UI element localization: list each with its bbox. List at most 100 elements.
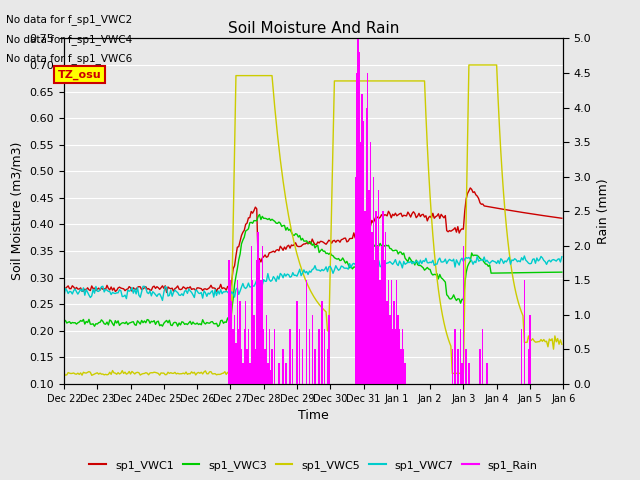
Bar [308,329,310,384]
Bar [374,260,375,384]
Bar [246,349,248,384]
Bar [260,280,262,384]
Bar [285,363,287,384]
Bar [296,301,298,384]
Bar [306,280,307,384]
Bar [271,349,273,384]
Bar [282,349,284,384]
Bar [385,232,387,384]
Bar [375,211,377,384]
Bar [328,315,330,384]
Bar [397,315,399,384]
Bar [372,177,374,384]
Bar [245,301,246,384]
Bar [255,349,256,384]
Bar [468,363,470,384]
Y-axis label: Rain (mm): Rain (mm) [597,179,610,244]
Bar [249,363,250,384]
Bar [324,329,325,384]
Bar [465,349,467,384]
Bar [264,349,266,384]
Bar [312,315,313,384]
Bar [382,211,383,384]
Bar [236,343,237,384]
Bar [521,329,522,384]
Bar [403,349,404,384]
Bar [392,329,394,384]
Bar [256,260,257,384]
Bar [241,349,242,384]
Bar [270,370,271,384]
Bar [394,301,395,384]
Bar [267,363,269,384]
Bar [263,329,264,384]
Bar [388,280,389,384]
Bar [259,260,260,384]
Bar [380,280,381,384]
Text: TZ_osu: TZ_osu [58,70,101,80]
Bar [319,329,320,384]
Bar [266,315,267,384]
Bar [363,121,364,384]
Legend: sp1_VWC1, sp1_VWC3, sp1_VWC5, sp1_VWC7, sp1_Rain: sp1_VWC1, sp1_VWC3, sp1_VWC5, sp1_VWC7, … [85,456,542,475]
Bar [463,246,464,384]
Bar [377,246,378,384]
Bar [232,329,234,384]
Bar [278,363,280,384]
Bar [299,329,300,384]
Bar [454,329,456,384]
Bar [239,301,241,384]
Bar [357,38,358,384]
Bar [460,329,461,384]
Bar [381,246,382,384]
Bar [248,329,249,384]
Title: Soil Moisture And Rain: Soil Moisture And Rain [228,21,399,36]
Y-axis label: Soil Moisture (m3/m3): Soil Moisture (m3/m3) [11,142,24,280]
Text: No data for f_sp1_VWC6: No data for f_sp1_VWC6 [6,53,132,64]
Bar [321,301,323,384]
Bar [292,349,294,384]
Bar [371,232,372,384]
Bar [269,329,270,384]
Bar [452,349,453,384]
Bar [262,246,263,384]
Bar [461,363,463,384]
Bar [253,315,255,384]
Bar [314,349,316,384]
Text: No data for f_sp1_VWC4: No data for f_sp1_VWC4 [6,34,132,45]
Bar [302,349,303,384]
Bar [230,280,231,384]
Bar [457,349,458,384]
Bar [237,280,238,384]
Bar [231,301,232,384]
Bar [387,301,388,384]
Bar [383,260,385,384]
Bar [529,315,531,384]
Bar [479,349,481,384]
Bar [395,329,396,384]
Bar [400,349,402,384]
Bar [234,315,236,384]
Bar [524,280,525,384]
Bar [528,349,529,384]
Text: No data for f_sp1_VWC2: No data for f_sp1_VWC2 [6,14,132,25]
Bar [396,280,397,384]
Bar [364,211,365,384]
Bar [390,280,392,384]
Bar [378,191,380,384]
Bar [242,363,244,384]
Bar [257,232,259,384]
Bar [238,329,239,384]
Bar [362,94,363,384]
Bar [355,177,356,384]
Bar [404,363,406,384]
Bar [369,191,370,384]
Bar [327,349,328,384]
Bar [289,329,291,384]
Bar [252,280,253,384]
Bar [482,329,483,384]
Bar [356,73,357,384]
X-axis label: Time: Time [298,409,329,422]
Bar [389,315,390,384]
Bar [365,108,367,384]
